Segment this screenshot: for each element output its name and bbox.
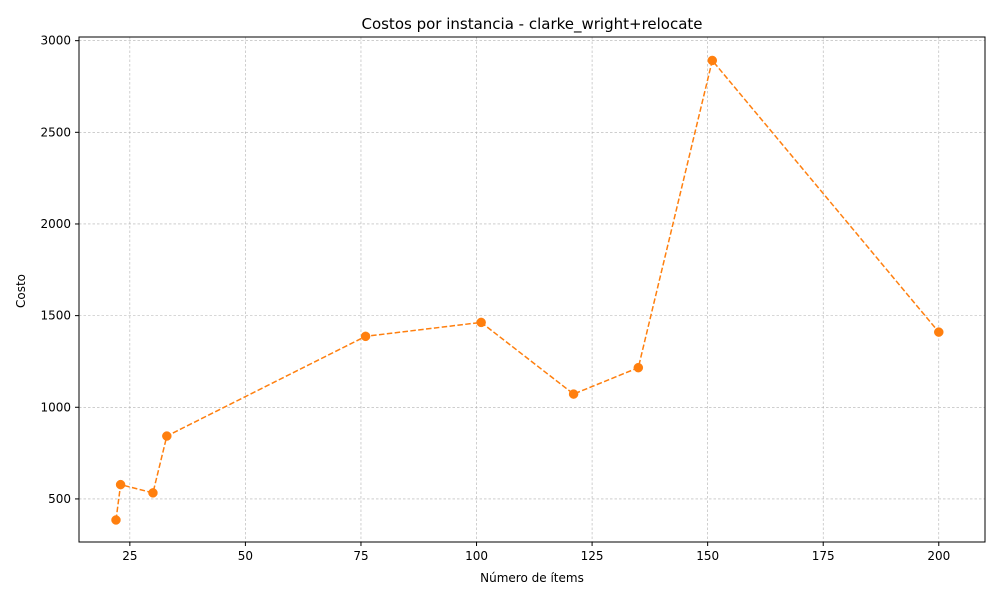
data-point	[162, 431, 172, 441]
data-point	[568, 389, 579, 399]
data-point	[934, 327, 944, 337]
data-point	[476, 317, 486, 328]
data-point	[111, 515, 121, 525]
x-tick-label: 150	[696, 549, 719, 563]
x-tick-label: 125	[581, 549, 604, 563]
data-point	[707, 55, 718, 66]
y-axis-label: Costo	[14, 274, 28, 308]
y-tick-label: 500	[48, 492, 71, 506]
x-tick-label: 100	[465, 549, 488, 563]
y-tick-label: 1000	[40, 400, 71, 414]
y-tick-label: 2500	[40, 125, 71, 139]
x-tick-label: 75	[353, 549, 368, 563]
y-tick-label: 2000	[40, 217, 71, 231]
series-line	[115, 58, 940, 521]
chart-title: Costos por instancia - clarke_wright+rel…	[361, 15, 702, 34]
x-tick-label: 175	[812, 549, 835, 563]
axis-ticks: 25 50 75 100 125 150 175 200 500 1000 1500 2000 2500…	[40, 34, 950, 563]
series-layer	[111, 55, 944, 525]
grid-lines	[79, 37, 985, 542]
y-tick-label: 1500	[40, 309, 71, 323]
y-tick-label: 3000	[40, 34, 71, 48]
data-point	[148, 488, 158, 498]
x-axis-label: Número de ítems	[480, 571, 584, 585]
data-point	[633, 362, 644, 373]
data-point	[360, 331, 371, 342]
x-tick-label: 50	[238, 549, 253, 563]
x-tick-label: 200	[927, 549, 950, 563]
x-tick-label: 25	[122, 549, 137, 563]
plot-area-frame	[78, 36, 986, 543]
data-point	[115, 479, 126, 490]
